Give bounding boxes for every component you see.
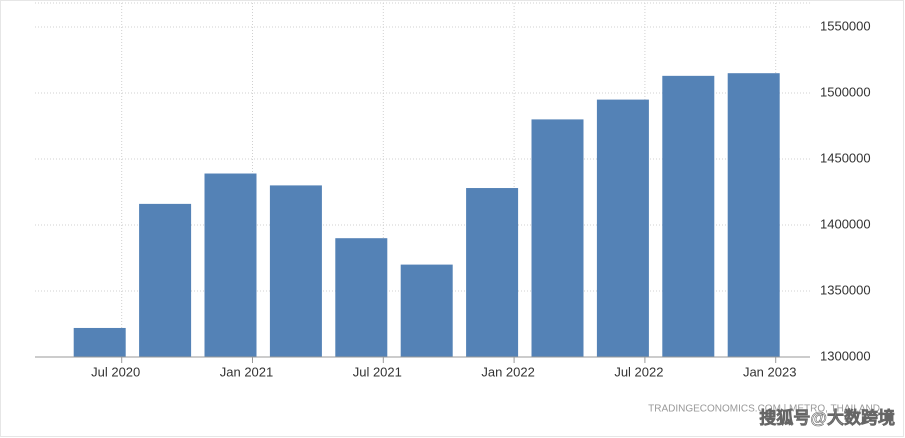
bar xyxy=(204,173,257,357)
bar xyxy=(335,238,388,357)
bar xyxy=(73,327,126,357)
bar xyxy=(662,75,715,357)
y-tick-label: 1550000 xyxy=(820,18,871,33)
source: TRADINGECONOMICS.COM | METRO, THAILAND xyxy=(648,404,880,415)
x-tick-label: Jul 2022 xyxy=(614,364,663,379)
bar xyxy=(269,185,322,357)
x-tick-label: Jan 2022 xyxy=(481,364,535,379)
bar xyxy=(400,264,453,357)
x-tick-label: Jan 2023 xyxy=(743,364,797,379)
bar xyxy=(139,203,192,357)
y-tick-label: 1300000 xyxy=(820,348,871,363)
bar xyxy=(596,99,649,357)
bar xyxy=(531,119,584,358)
bar xyxy=(466,188,519,357)
x-tick-label: Jul 2020 xyxy=(91,364,140,379)
y-tick-label: 1500000 xyxy=(820,84,871,99)
x-tick-label: Jul 2021 xyxy=(353,364,402,379)
watermark: 搜狐号@大数跨境 xyxy=(759,407,895,427)
x-tick-label: Jan 2021 xyxy=(220,364,274,379)
y-tick-label: 1350000 xyxy=(820,282,871,297)
y-tick-label: 1400000 xyxy=(820,216,871,231)
bar xyxy=(727,73,780,357)
y-tick-label: 1450000 xyxy=(820,150,871,165)
